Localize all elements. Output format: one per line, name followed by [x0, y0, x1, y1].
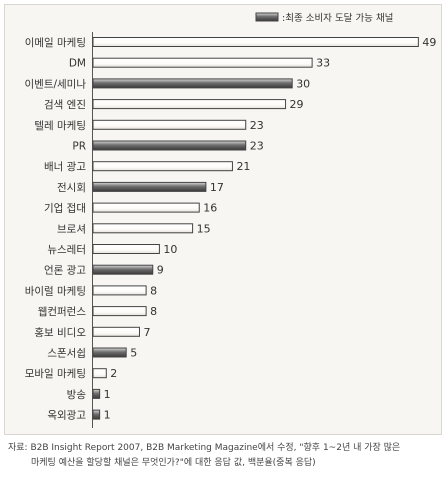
value-label: 30 — [296, 77, 310, 90]
legend: :최종 소비자 도달 가능 채널 — [255, 12, 393, 24]
value-label: 1 — [104, 409, 111, 422]
value-label: 23 — [250, 119, 264, 132]
bar — [92, 306, 147, 317]
bar — [92, 37, 419, 47]
source-line-2: 마케팅 예산을 할당할 채널은 무엇인가?"에 대한 응답 값, 백분율(중복 … — [31, 458, 316, 468]
value-label: 10 — [163, 243, 177, 256]
category-label: 검색 엔진 — [44, 99, 86, 111]
legend-label: :최종 소비자 도달 가능 채널 — [282, 12, 393, 24]
value-label: 21 — [236, 160, 250, 173]
category-label: 언론 광고 — [44, 265, 86, 277]
bar — [92, 119, 247, 130]
bar — [92, 326, 140, 337]
bar — [92, 244, 160, 254]
source-note: 자료: B2B Insight Report 2007, B2B Marketi… — [8, 441, 440, 471]
category-label: 배너 광고 — [44, 161, 86, 173]
category-label: DM — [69, 58, 86, 70]
value-label: 15 — [197, 222, 211, 235]
category-label: 기업 접대 — [44, 202, 86, 215]
bar — [92, 78, 293, 89]
bar — [92, 409, 101, 420]
category-label: 이벤트/세미나 — [25, 78, 87, 90]
value-label: 5 — [130, 347, 137, 360]
bar — [92, 223, 194, 234]
category-label: 전시회 — [57, 182, 86, 194]
category-label: 모바일 마케팅 — [25, 367, 86, 380]
category-label: 브로셔 — [57, 223, 86, 235]
bar — [92, 161, 233, 172]
value-label: 16 — [203, 202, 217, 215]
bar — [92, 347, 127, 358]
bar — [92, 285, 147, 296]
value-label: 1 — [104, 388, 111, 401]
bar-chart: :최종 소비자 도달 가능 채널 이메일 마케팅 49 DM 33 이벤트/세미나 30 검… — [25, 12, 437, 428]
category-label: 텔레 마케팅 — [34, 120, 86, 132]
value-label: 9 — [157, 264, 164, 277]
value-label: 29 — [290, 98, 304, 111]
bar — [92, 99, 287, 110]
bar — [92, 368, 107, 379]
bar — [92, 388, 101, 399]
category-label: 바이럴 마케팅 — [25, 284, 86, 297]
category-label: 옥외광고 — [47, 410, 86, 422]
category-label: PR — [72, 141, 86, 153]
value-label: 7 — [143, 326, 150, 339]
value-label: 23 — [250, 140, 264, 153]
bar — [92, 140, 247, 151]
value-label: 8 — [150, 284, 157, 297]
bar — [92, 264, 154, 275]
value-label: 49 — [422, 36, 436, 49]
category-label: 스폰서쉽 — [47, 348, 86, 360]
bar — [92, 181, 207, 192]
bar — [92, 202, 200, 213]
category-label: 이메일 마케팅 — [25, 36, 86, 49]
category-label: 웹컨퍼런스 — [38, 306, 87, 318]
value-label: 2 — [110, 367, 117, 380]
source-line-1: 자료: B2B Insight Report 2007, B2B Marketi… — [8, 443, 401, 453]
category-label: 뉴스레터 — [47, 244, 86, 256]
category-label: 홍보 비디오 — [34, 326, 86, 339]
value-label: 8 — [150, 305, 157, 318]
chart-panel — [4, 4, 442, 435]
value-label: 33 — [316, 57, 330, 70]
value-label: 17 — [210, 181, 224, 194]
bar — [92, 57, 313, 68]
legend-swatch — [255, 12, 279, 22]
category-label: 방송 — [67, 389, 87, 401]
